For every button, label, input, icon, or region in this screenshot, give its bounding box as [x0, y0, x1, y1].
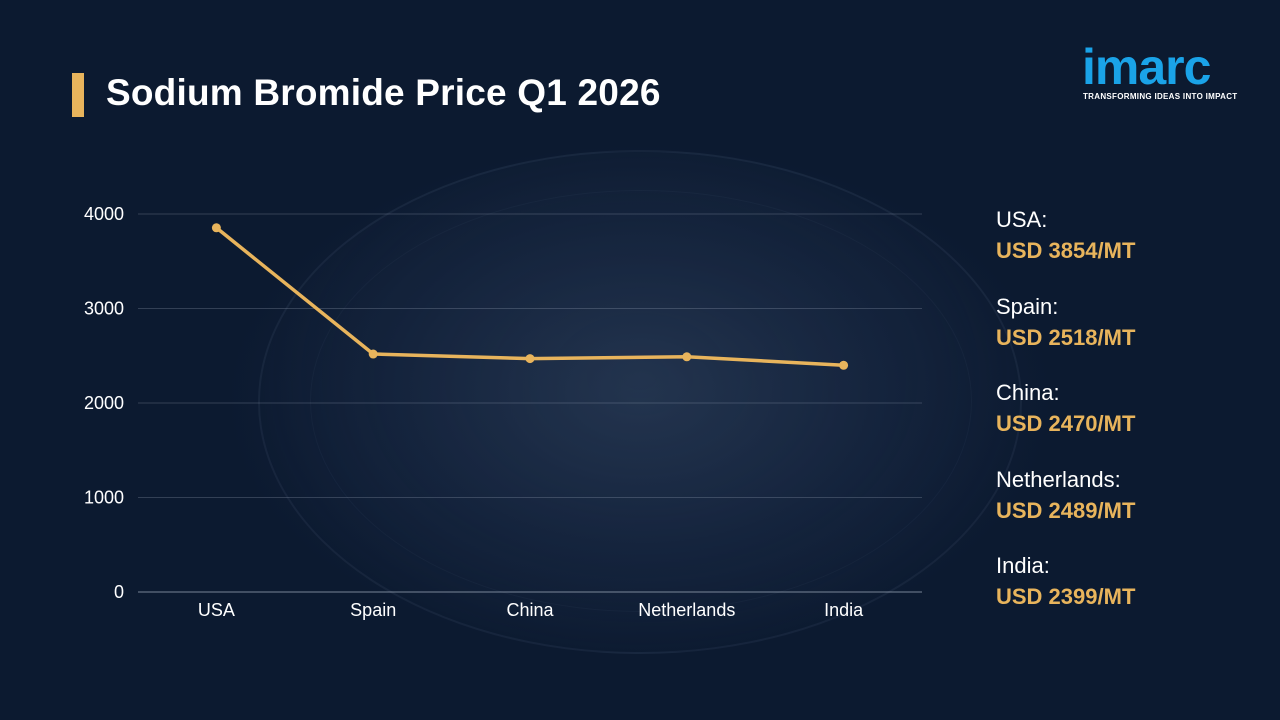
legend-item-usa: USA: USD 3854/MT — [996, 206, 1266, 293]
legend-item-china: China: USD 2470/MT — [996, 379, 1266, 466]
legend-country: USA: — [996, 207, 1048, 232]
x-tick-label: China — [506, 600, 554, 620]
legend-item-india: India: USD 2399/MT — [996, 552, 1266, 639]
x-tick-label: USA — [198, 600, 235, 620]
page-title: Sodium Bromide Price Q1 2026 — [106, 72, 661, 113]
data-point-usa — [211, 223, 221, 233]
legend-item-spain: Spain: USD 2518/MT — [996, 293, 1266, 380]
legend-country: Netherlands: — [996, 466, 1121, 492]
legend-country: India: — [996, 553, 1050, 578]
y-axis-ticks: 0 1000 2000 3000 4000 — [84, 204, 124, 602]
y-tick-label: 2000 — [84, 393, 124, 413]
legend-country: China: — [996, 380, 1060, 405]
y-tick-label: 1000 — [84, 488, 124, 508]
data-point-india — [839, 360, 849, 370]
legend-price: USD 2518/MT — [996, 324, 1136, 350]
x-tick-label: Netherlands — [638, 600, 735, 620]
title-accent-bar — [72, 73, 84, 117]
y-tick-label: 3000 — [84, 299, 124, 319]
x-tick-label: India — [824, 600, 864, 620]
data-point-china — [525, 354, 535, 364]
legend-country: Spain: — [996, 293, 1059, 319]
background-dish-inner-ring — [310, 190, 972, 612]
x-tick-label: Spain — [350, 600, 396, 620]
price-series-line — [214, 226, 846, 368]
x-axis-ticks: USA Spain China Netherlands India — [198, 600, 864, 620]
chart-gridlines — [138, 213, 922, 593]
legend-item-netherlands: Netherlands: USD 2489/MT — [996, 466, 1266, 553]
legend-price: USD 2470/MT — [996, 411, 1136, 436]
legend-price: USD 3854/MT — [996, 238, 1136, 263]
logo-tagline: TRANSFORMING IDEAS INTO IMPACT — [1083, 92, 1238, 101]
data-point-spain — [368, 349, 378, 359]
price-series-points — [211, 223, 849, 370]
y-tick-label: 4000 — [84, 204, 124, 224]
y-tick-label: 0 — [114, 582, 124, 602]
imarc-logo: imarc TRANSFORMING IDEAS INTO IMPACT — [1080, 32, 1250, 104]
logo-wordmark: imarc — [1082, 39, 1211, 95]
legend-price: USD 2489/MT — [996, 497, 1136, 523]
legend-price: USD 2399/MT — [996, 584, 1136, 609]
price-legend: USA: USD 3854/MT Spain: USD 2518/MT Chin… — [996, 206, 1266, 639]
data-point-netherlands — [682, 352, 692, 362]
